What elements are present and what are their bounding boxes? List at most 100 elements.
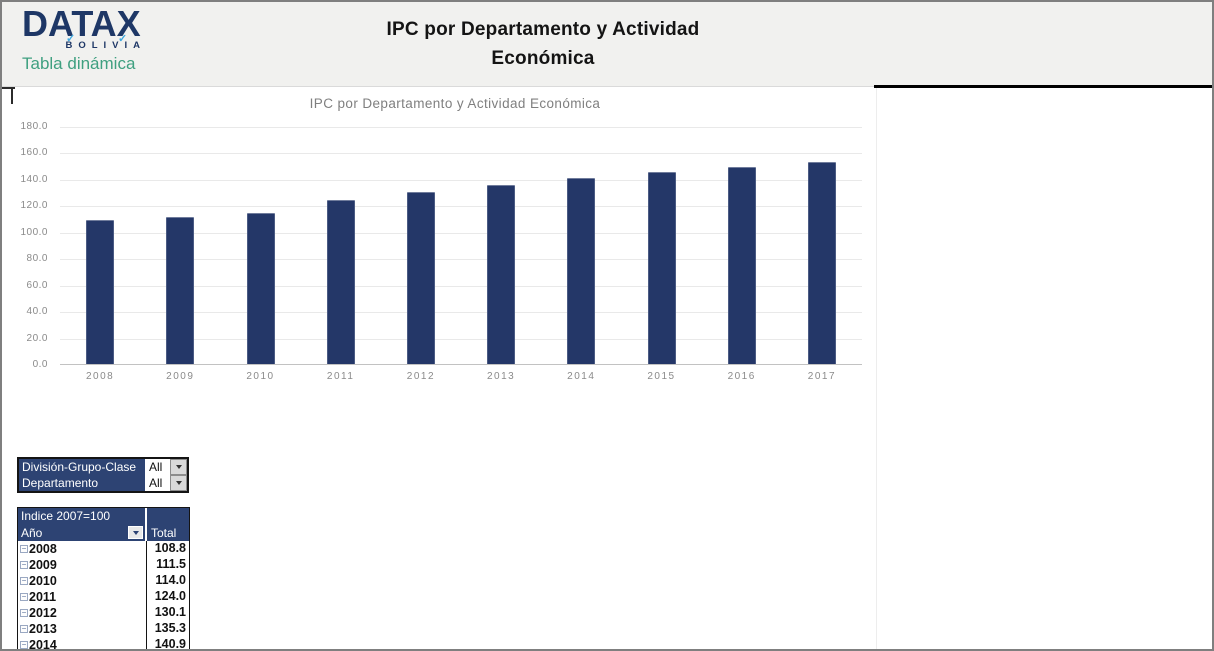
pivot-total-cell: 111.5	[156, 557, 186, 571]
bar-2011[interactable]	[326, 200, 355, 364]
x-axis-tick-label: 2017	[807, 371, 837, 382]
logo-check-icon: ✓	[118, 33, 128, 45]
pivot-header: Indice 2007=100 Año Total	[17, 507, 190, 541]
pivot-year-cell: −2008	[18, 541, 147, 557]
datax-logo: DATAX ✓ ✓ BOLIVIA Tabla dinámica	[22, 6, 148, 74]
y-axis-tick-label: 40.0	[26, 306, 48, 317]
pivot-year-label: 2010	[29, 574, 57, 588]
gridline	[60, 259, 862, 260]
y-axis-tick-label: 100.0	[20, 227, 48, 238]
y-axis-tick-label: 80.0	[26, 253, 48, 264]
filter-value[interactable]: All	[145, 475, 170, 491]
pivot-header-gap	[145, 508, 147, 524]
pivot-header-row-title: Indice 2007=100	[18, 508, 189, 524]
filter-dropdown-button[interactable]	[170, 459, 187, 475]
bar-2012[interactable]	[406, 192, 435, 364]
gridline	[60, 312, 862, 313]
expand-toggle-icon[interactable]: −	[20, 560, 28, 569]
y-axis-tick-label: 160.0	[20, 147, 48, 158]
y-axis-tick-label: 0.0	[32, 359, 48, 370]
bar-2017[interactable]	[807, 162, 836, 364]
pivot-value-header-cell: Total	[147, 524, 189, 541]
bar-2010[interactable]	[246, 213, 275, 364]
y-axis-tick-label: 60.0	[26, 280, 48, 291]
header-bar: DATAX ✓ ✓ BOLIVIA Tabla dinámica IPC por…	[2, 2, 1212, 87]
x-axis-tick-label: 2011	[326, 371, 355, 382]
x-axis-tick-label: 2015	[647, 371, 676, 382]
x-axis-tick-label: 2014	[567, 371, 596, 382]
logo-brand-text: DATAX	[22, 3, 141, 44]
x-axis-tick-label: 2012	[406, 371, 436, 382]
pivot-year-label: 2011	[29, 590, 57, 604]
pivot-row-field-label: Año	[21, 525, 43, 540]
pivot-year-cell: −2011	[18, 589, 147, 605]
pivot-total-cell: 108.8	[154, 541, 186, 555]
pivot-row: −2012 130.1	[18, 605, 189, 621]
pivot-row: −2014 140.9	[18, 637, 189, 651]
pivot-rows: −2008 108.8−2009 111.5−2010 114.0−2011 124.0…	[17, 541, 190, 651]
header-divider-line	[874, 85, 1212, 88]
chart-y-axis: 0.0 20.0 40.0 60.0 80.0 100.0 120.0 140.0 160.0 1…	[2, 121, 48, 370]
logo-tagline: Tabla dinámica	[22, 54, 136, 73]
pivot-year-label: 2014	[29, 638, 57, 651]
chevron-down-icon	[175, 481, 182, 485]
gridline	[60, 206, 862, 207]
x-axis-tick-label: 2009	[166, 371, 195, 382]
logo-country-text: BOLIVIA	[65, 40, 146, 51]
bar-2013[interactable]	[487, 185, 516, 364]
gridline	[60, 286, 862, 287]
gridline	[60, 233, 862, 234]
pivot-row: −2013 135.3	[18, 621, 189, 637]
pivot-field-dropdown-button[interactable]	[128, 526, 143, 539]
bar-2014[interactable]	[567, 178, 596, 364]
expand-toggle-icon[interactable]: −	[20, 640, 28, 649]
pivot-year-cell: −2014	[18, 637, 147, 651]
bar-2009[interactable]	[166, 217, 195, 364]
pivot-total-cell: 114.0	[155, 573, 186, 587]
chart-title: IPC por Departamento y Actividad Económi…	[309, 96, 601, 111]
pivot-title-cell-right	[147, 508, 189, 524]
y-axis-tick-label: 120.0	[20, 200, 48, 211]
pivot-year-label: 2009	[29, 558, 57, 572]
expand-toggle-icon[interactable]: −	[20, 576, 28, 585]
expand-toggle-icon[interactable]: −	[20, 624, 28, 633]
gridline	[60, 339, 862, 340]
page-title: IPC por Departamento y Actividad Económi…	[303, 15, 783, 73]
y-axis-tick-label: 140.0	[20, 174, 48, 185]
pivot-year-label: 2008	[29, 542, 57, 556]
bar-2008[interactable]	[86, 220, 115, 364]
chevron-down-icon	[132, 530, 139, 535]
pivot-total-cell: 130.1	[154, 605, 186, 619]
bar-2015[interactable]	[647, 172, 676, 364]
pivot-row: −2011 124.0	[18, 589, 189, 605]
cell-border-corner	[11, 87, 13, 104]
pivot-year-label: 2012	[29, 606, 57, 620]
filter-label: División-Grupo-Clase	[22, 460, 137, 474]
expand-toggle-icon[interactable]: −	[20, 544, 28, 553]
pivot-total-cell: 140.9	[154, 637, 186, 651]
pivot-year-cell: −2012	[18, 605, 147, 621]
filter-row: Departamento All	[19, 475, 187, 491]
bar-2016[interactable]	[727, 167, 756, 364]
pivot-total-cell: 135.3	[154, 621, 186, 635]
x-axis-tick-label: 2013	[486, 371, 516, 382]
page-title-line1: IPC por Departamento y Actividad	[386, 19, 700, 40]
expand-toggle-icon[interactable]: −	[20, 608, 28, 617]
filter-dropdown-button[interactable]	[170, 475, 187, 491]
pivot-table: Indice 2007=100 Año Total −2008 108.8−200…	[17, 507, 190, 651]
pivot-header-gap	[145, 524, 147, 541]
filter-value[interactable]: All	[145, 459, 170, 475]
x-axis-tick-label: 2016	[727, 371, 756, 382]
pivot-row: −2009 111.5	[18, 557, 189, 573]
filter-panel: División-Grupo-Clase All Departamento All	[17, 457, 189, 493]
pivot-year-cell: −2009	[18, 557, 147, 573]
expand-toggle-icon[interactable]: −	[20, 592, 28, 601]
chart-plot	[60, 127, 862, 365]
pivot-row: −2008 108.8	[18, 541, 189, 557]
pivot-title-cell: Indice 2007=100	[18, 508, 145, 524]
page-title-line2: Económica	[491, 48, 595, 69]
x-axis-tick-label: 2010	[246, 371, 275, 382]
gridline	[60, 364, 862, 365]
gridline	[60, 127, 862, 128]
